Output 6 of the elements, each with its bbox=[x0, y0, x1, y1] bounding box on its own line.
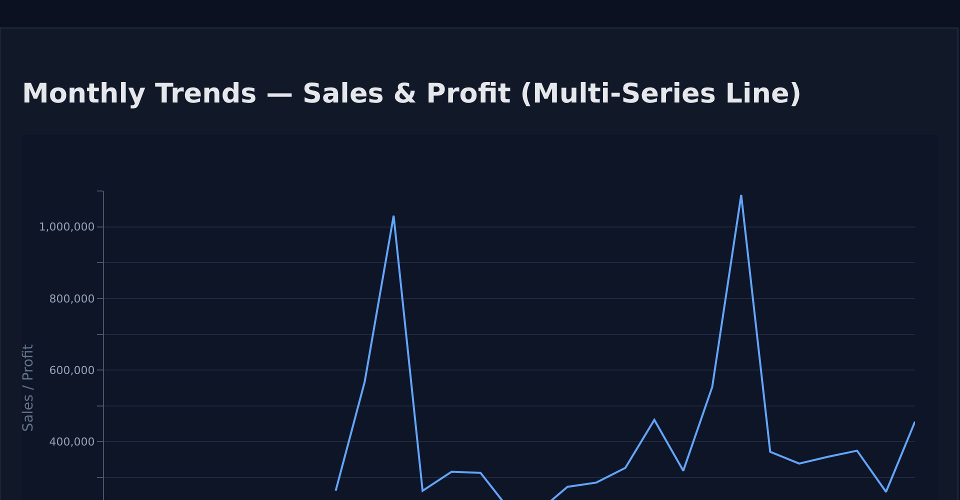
y-tick-label: 1,000,000 bbox=[38, 220, 95, 234]
y-tick-label: 600,000 bbox=[49, 364, 95, 377]
chart-title: Monthly Trends — Sales & Profit (Multi-Series Line) bbox=[22, 78, 802, 110]
y-tick-label: 400,000 bbox=[49, 436, 95, 449]
y-axis-title: Sales / Profit bbox=[20, 344, 36, 432]
y-tick-label: 800,000 bbox=[49, 292, 95, 306]
